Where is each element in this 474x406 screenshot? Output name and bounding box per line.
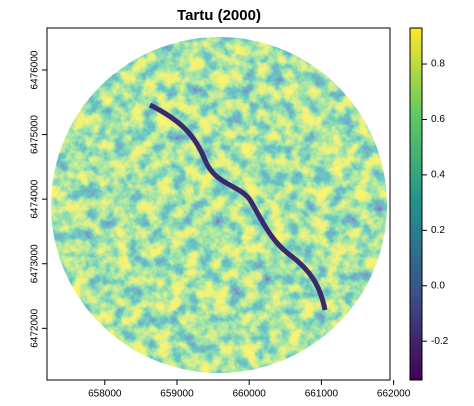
colorbar-tick-label: 0.8 [431, 59, 445, 70]
colorbar [409, 27, 423, 381]
colorbar-tick-label: -0.2 [431, 336, 449, 347]
map-title: Tartu (2000) [177, 7, 261, 24]
y-tick-label: 6473000 [30, 244, 41, 283]
x-tick-label: 659000 [160, 389, 194, 400]
colorbar-tick-label: 0.4 [431, 170, 445, 181]
raster [51, 37, 387, 373]
y-tick-label: 6476000 [30, 50, 41, 89]
y-tick-label: 6472000 [30, 308, 41, 347]
y-tick-label: 6475000 [30, 115, 41, 154]
colorbar-tick-label: 0.0 [431, 280, 445, 291]
x-tick-label: 660000 [233, 389, 267, 400]
colorbar-tick-label: 0.6 [431, 114, 445, 125]
x-tick-label: 658000 [88, 389, 122, 400]
river [148, 102, 328, 311]
y-tick-label: 6474000 [30, 179, 41, 218]
plot-frame [46, 27, 391, 381]
colorbar-tick-label: 0.2 [431, 225, 445, 236]
x-tick-label: 662000 [377, 389, 411, 400]
x-tick-label: 661000 [305, 389, 339, 400]
